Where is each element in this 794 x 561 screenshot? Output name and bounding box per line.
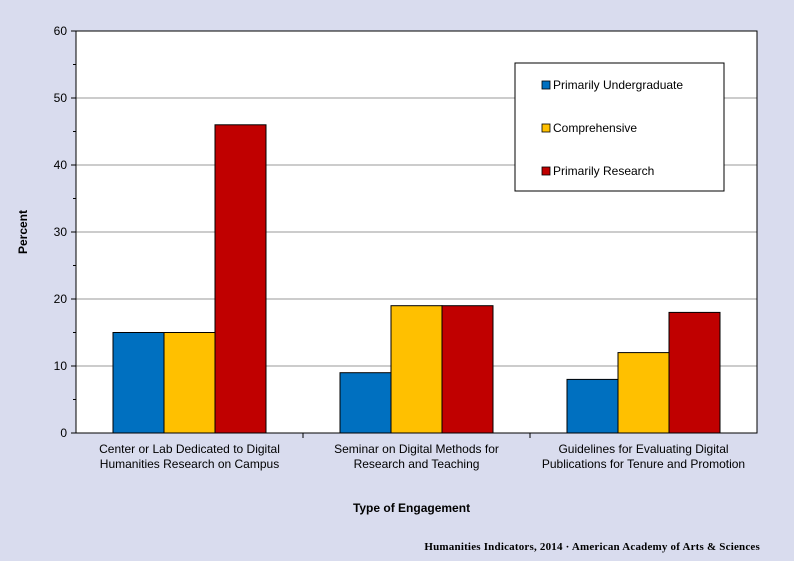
bar-comprehensive-1: [163, 332, 216, 434]
bars: [112, 124, 721, 434]
category-label: Seminar on Digital Methods for: [334, 442, 499, 456]
legend: Primarily Undergraduate Comprehensive Prim…: [514, 62, 725, 192]
source-credit: Humanities Indicators, 2014 · American A…: [424, 541, 760, 553]
y-tick-label: 20: [54, 292, 68, 306]
y-tick-label: 50: [54, 91, 68, 105]
y-tick-label: 10: [54, 359, 68, 373]
legend-swatch-primarily-undergraduate: [541, 80, 551, 90]
category-label: Research and Teaching: [354, 457, 480, 471]
category-label: Humanities Research on Campus: [100, 457, 279, 471]
y-tick-label: 30: [54, 225, 68, 239]
bar-comprehensive-3: [617, 352, 670, 434]
legend-label: Comprehensive: [553, 121, 637, 135]
y-tick-label: 40: [54, 158, 68, 172]
bar-primarily-research-1: [214, 124, 267, 434]
category-label: Guidelines for Evaluating Digital: [558, 442, 728, 456]
category-label: Center or Lab Dedicated to Digital: [99, 442, 280, 456]
legend-label: Primarily Research: [553, 164, 654, 178]
bar-primarily-undergraduate-1: [112, 332, 165, 434]
plot-border: [75, 30, 758, 434]
bar-primarily-undergraduate-2: [339, 372, 392, 434]
bar-primarily-research-2: [441, 305, 494, 434]
y-tick-label: 0: [60, 426, 67, 440]
axes: [71, 30, 758, 438]
bar-primarily-undergraduate-3: [566, 378, 619, 434]
bar-comprehensive-2: [390, 305, 443, 434]
category-label: Publications for Tenure and Promotion: [542, 457, 745, 471]
legend-label: Primarily Undergraduate: [553, 78, 683, 92]
x-axis-title: Type of Engagement: [353, 501, 470, 515]
bar-primarily-research-3: [668, 311, 721, 434]
legend-swatch-comprehensive: [541, 123, 551, 133]
tick-labels: 0 10 20 30 40 50 60 Center or Lab Dedicated to …: [54, 24, 745, 471]
y-axis-title: Percent: [16, 210, 30, 254]
y-tick-label: 60: [54, 24, 68, 38]
legend-swatch-primarily-research: [541, 166, 551, 176]
